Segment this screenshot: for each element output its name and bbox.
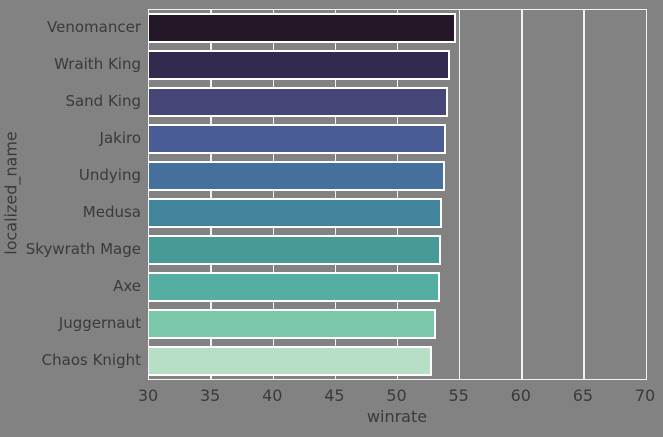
x-tick-label: 60	[510, 386, 531, 405]
bar-jakiro	[149, 124, 446, 155]
x-tick-label: 50	[386, 386, 407, 405]
bar-sand-king	[149, 87, 449, 118]
x-tick-label: 45	[324, 386, 345, 405]
x-tick-label: 70	[634, 386, 656, 405]
bar-juggernaut	[149, 308, 437, 339]
y-tick-label: Sand King	[65, 92, 141, 111]
gridline-60	[521, 10, 523, 379]
gridline-65	[583, 10, 585, 379]
x-tick-label: 55	[448, 386, 469, 405]
y-tick-label: Jakiro	[99, 129, 141, 148]
plot-area	[148, 9, 647, 380]
bar-skywrath-mage	[149, 234, 441, 265]
y-axis-label: localized_name	[1, 131, 21, 255]
x-axis-label: winrate	[366, 407, 428, 426]
y-tick-label: Skywrath Mage	[25, 239, 141, 258]
gridline-55	[458, 10, 461, 379]
y-tick-label: Undying	[78, 166, 141, 185]
x-tick-label: 65	[572, 386, 594, 405]
y-tick-label: Chaos Knight	[41, 350, 141, 369]
bar-venomancer	[149, 13, 456, 44]
gridline-40	[272, 10, 274, 379]
bar-medusa	[149, 197, 443, 228]
bar-chaos-knight	[149, 345, 433, 376]
y-tick-label: Venomancer	[47, 18, 141, 37]
y-tick-label: Wraith King	[54, 55, 141, 74]
gridline-35	[210, 10, 212, 379]
x-tick-label: 35	[199, 386, 221, 405]
bar-axe	[149, 271, 440, 302]
y-tick-label: Juggernaut	[58, 313, 141, 332]
bar-undying	[149, 161, 445, 192]
gridline-50	[396, 10, 399, 379]
y-tick-label: Axe	[113, 276, 141, 295]
gridline-45	[334, 10, 337, 379]
x-tick-label: 40	[262, 386, 283, 405]
x-tick-label: 30	[137, 386, 159, 405]
bar-wraith-king	[149, 50, 450, 81]
y-tick-label: Medusa	[82, 202, 141, 221]
